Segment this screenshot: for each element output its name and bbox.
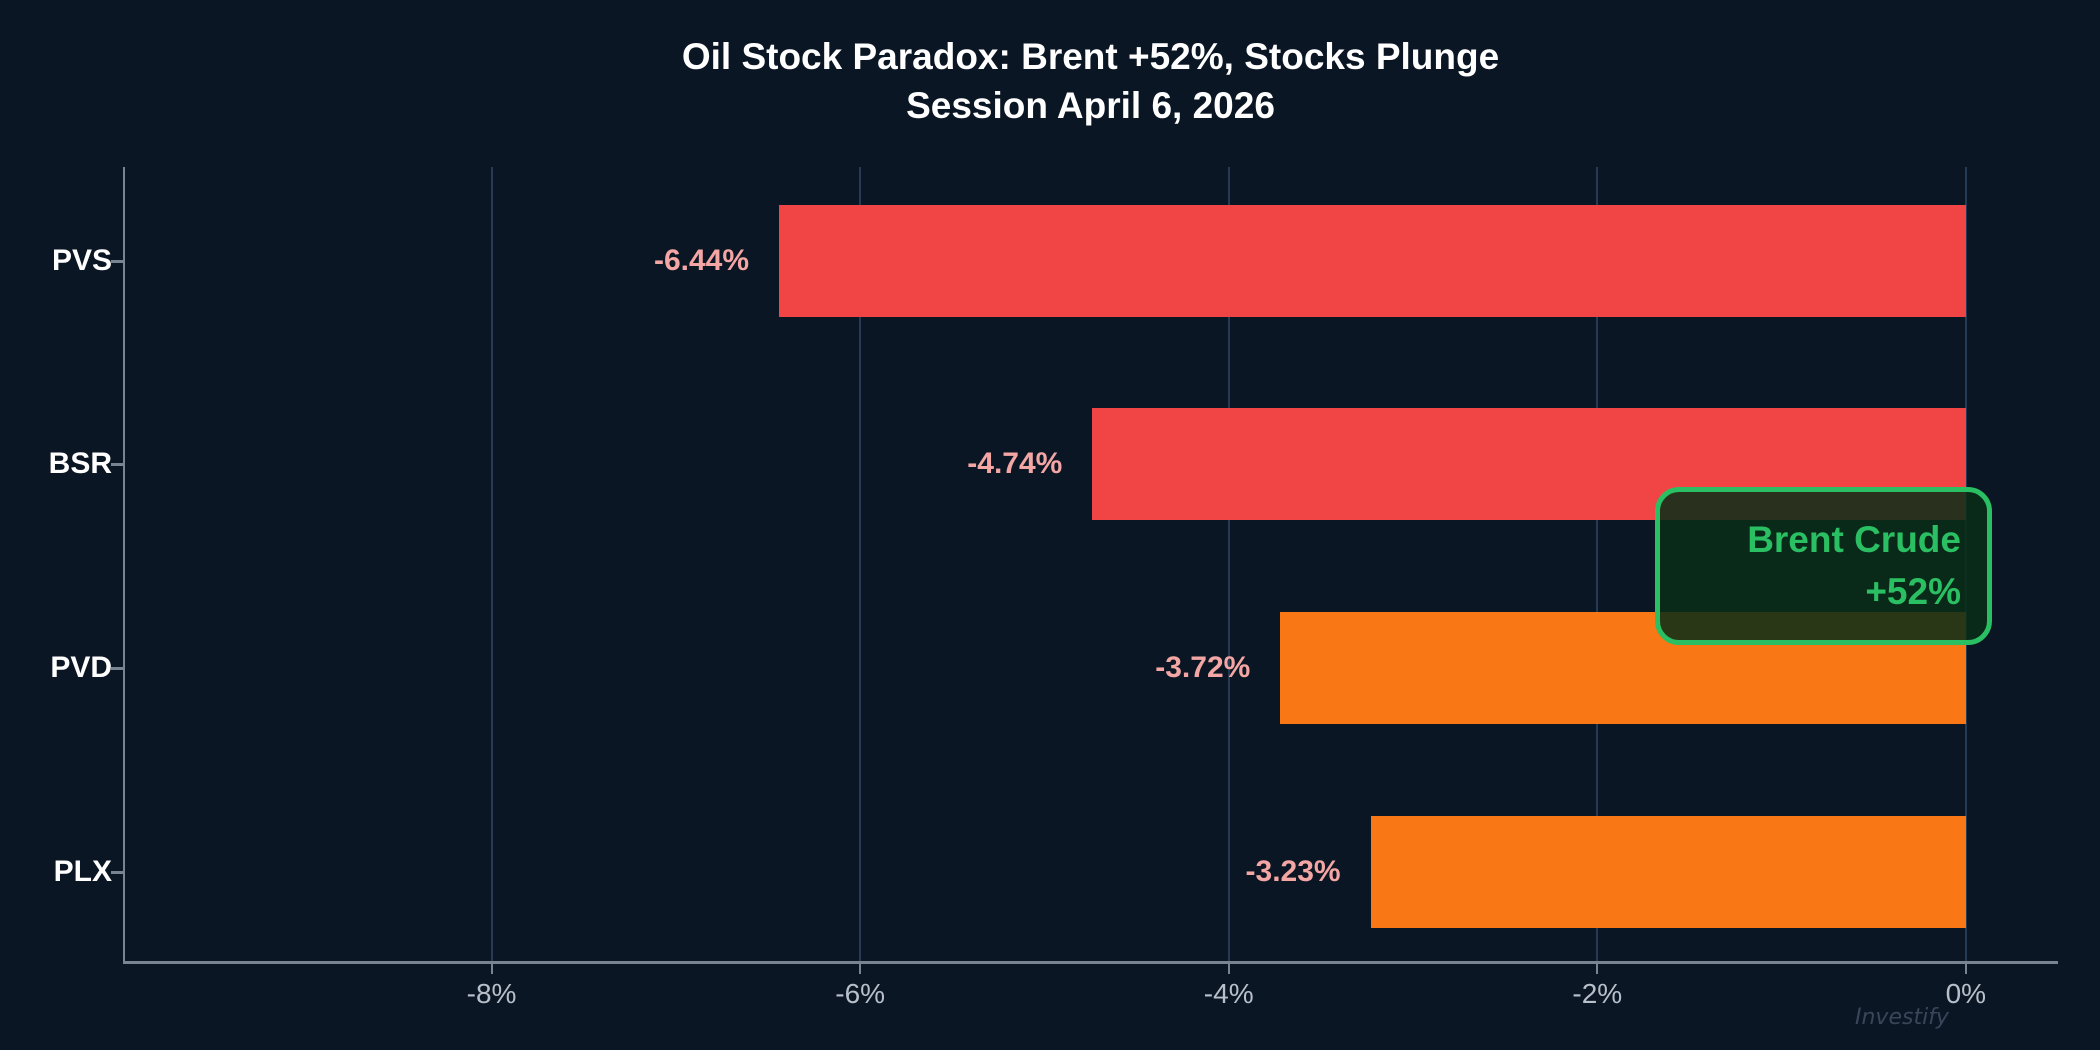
category-label-PLX: PLX [53,855,112,888]
x-tick-label--4%: -4% [1203,978,1254,1009]
gridline--2% [1596,167,1599,962]
category-label-PVD: PVD [50,651,112,684]
watermark: Investify [1855,1005,1949,1030]
bar-value-label-PVS: -6.44% [653,244,750,277]
bar-PVS [779,205,1966,317]
annotation-value-label: +52% [1865,571,1961,612]
category-label-PVS: PVS [51,244,112,277]
annotation-series-label: Brent Crude [1747,519,1961,560]
category-label-BSR: BSR [48,447,112,480]
bar-value-label-BSR: -4.74% [967,447,1063,480]
gridline--8% [490,167,493,962]
x-tick-label--6%: -6% [835,978,886,1009]
y-axis-spine [123,167,125,963]
x-tick--4% [1227,962,1230,974]
x-tick--6% [859,962,862,974]
y-tick-BSR [111,463,123,466]
y-tick-PLX [111,871,123,874]
y-tick-PVS [111,260,123,263]
x-tick--8% [490,962,493,974]
x-tick-label-0%: 0% [1945,978,1987,1009]
x-tick-label--2%: -2% [1572,978,1623,1009]
x-tick--2% [1596,962,1599,974]
chart-title-line1: Oil Stock Paradox: Brent +52%, Stocks Pl… [681,36,1500,77]
x-tick-0% [1964,962,1967,974]
gridline--6% [859,167,862,962]
y-tick-PVD [111,667,123,670]
chart-title: Oil Stock Paradox: Brent +52%, Stocks Pl… [123,32,2058,130]
bar-value-label-PVD: -3.72% [1155,651,1251,684]
bar-PLX [1370,816,1966,928]
chart-title-line2: Session April 6, 2026 [906,85,1275,126]
gridline--4% [1227,167,1230,962]
bar-value-label-PLX: -3.23% [1245,855,1341,888]
x-axis-spine [123,961,2058,964]
x-tick-label--8%: -8% [466,978,517,1009]
brent-crude-annotation: Brent Crude +52% [1655,487,1992,645]
